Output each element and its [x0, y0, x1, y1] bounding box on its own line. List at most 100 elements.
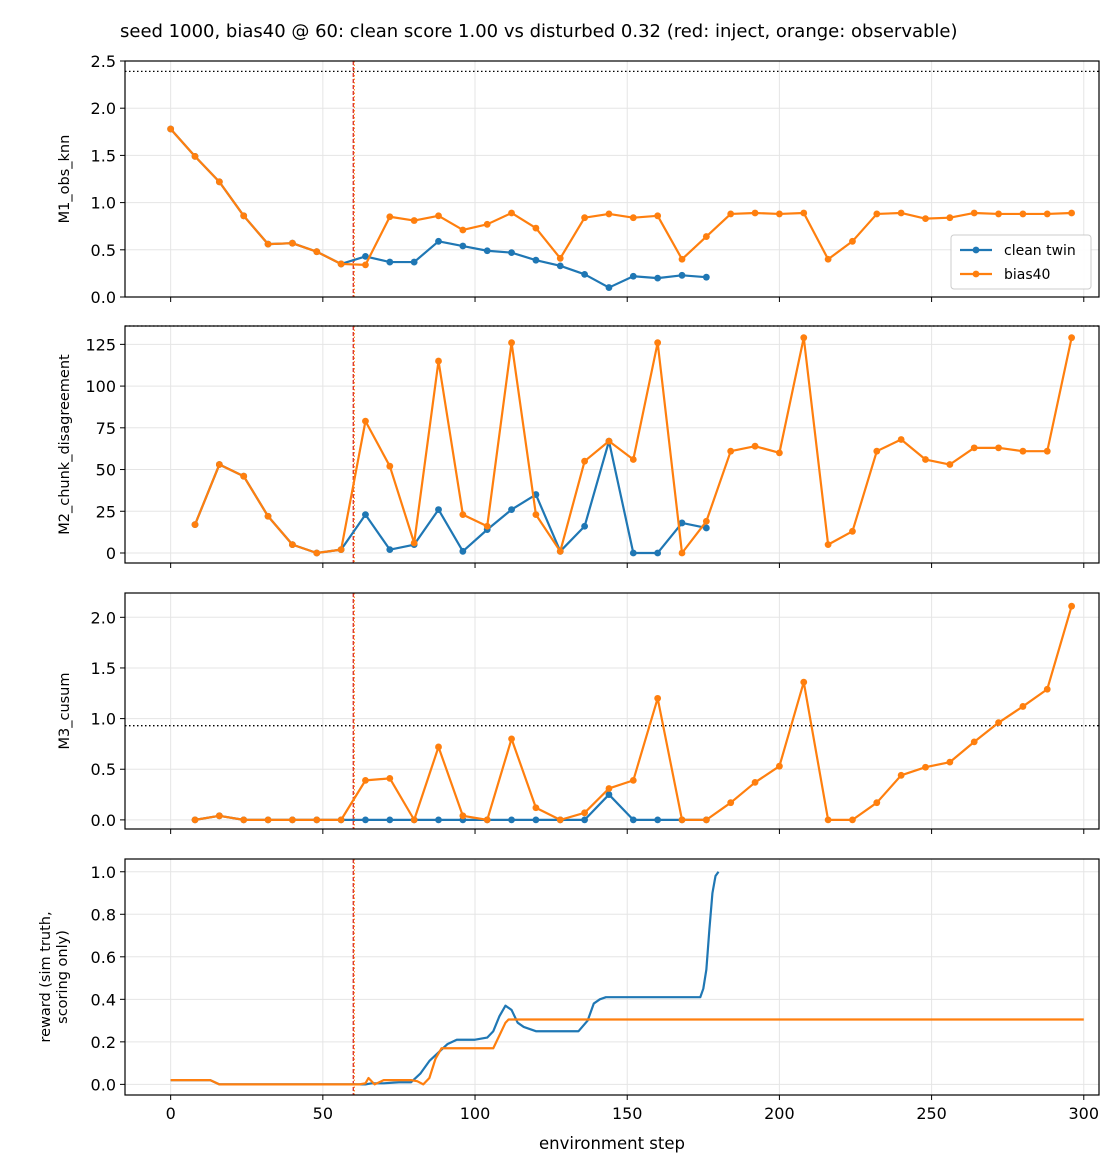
- legend-swatch-marker: [972, 270, 980, 278]
- plot-frame: [124, 60, 1100, 298]
- y-tick-label: 50: [96, 461, 116, 480]
- data-point: [435, 212, 442, 220]
- figure-title: seed 1000, bias40 @ 60: clean score 1.00…: [120, 21, 958, 42]
- data-point: [946, 214, 954, 222]
- data-point: [922, 215, 929, 223]
- plot-frame: [124, 592, 1100, 830]
- series-group: [167, 125, 1076, 291]
- y-tick-label: 0.0: [91, 811, 116, 830]
- data-point: [459, 242, 467, 250]
- data-point: [386, 774, 394, 782]
- data-point: [410, 539, 418, 547]
- data-point: [313, 248, 321, 256]
- data-point: [849, 527, 856, 535]
- x-tick-label: 50: [313, 1104, 333, 1123]
- data-point: [678, 816, 686, 824]
- data-point: [508, 209, 515, 217]
- data-point: [824, 255, 832, 263]
- data-point: [946, 461, 954, 468]
- data-point: [362, 253, 369, 260]
- data-point: [386, 816, 394, 824]
- data-point: [191, 521, 199, 529]
- data-point: [483, 220, 491, 228]
- data-point: [702, 233, 710, 240]
- data-point: [897, 436, 905, 443]
- data-point: [215, 461, 223, 468]
- data-point: [532, 511, 540, 518]
- y-tick-label: 25: [96, 502, 116, 521]
- data-point: [483, 816, 491, 824]
- data-point: [556, 816, 564, 824]
- data-point: [532, 804, 540, 812]
- data-point: [922, 763, 929, 771]
- data-point: [678, 271, 686, 279]
- data-point: [995, 210, 1002, 218]
- data-point: [337, 260, 345, 268]
- data-point: [800, 334, 808, 342]
- y-tick-label: 1.0: [91, 710, 116, 729]
- data-point: [946, 758, 954, 766]
- data-point: [654, 816, 662, 824]
- data-point: [459, 226, 467, 234]
- data-point: [386, 546, 394, 554]
- data-point: [751, 442, 759, 450]
- data-point: [873, 447, 881, 455]
- data-point: [215, 178, 223, 186]
- panel-2: 0 25 50 75 100 125 M2_chunk_disagreement: [57, 325, 1100, 568]
- data-point: [410, 816, 418, 824]
- data-point: [532, 816, 540, 824]
- data-point: [824, 816, 832, 824]
- data-point: [556, 254, 564, 262]
- panel-4: 0 50 100 150 200 250 300 0.0 0.2 0.4 0.6 0.8 1.0 rewa…: [38, 858, 1100, 1123]
- data-point: [654, 549, 662, 557]
- y-tick-label: 0.4: [91, 990, 116, 1009]
- data-point: [435, 357, 442, 365]
- data-point: [289, 541, 296, 549]
- y-tick-label: 0: [106, 544, 116, 563]
- data-point: [556, 262, 564, 270]
- data-point: [824, 541, 832, 549]
- data-point: [629, 456, 637, 463]
- data-point: [873, 210, 881, 218]
- data-point: [897, 771, 905, 779]
- y-tick-label: 0.0: [91, 288, 116, 307]
- legend: clean twin bias40: [950, 234, 1092, 290]
- data-point: [605, 437, 613, 445]
- data-point: [191, 816, 199, 824]
- x-tick-label: 100: [460, 1104, 491, 1123]
- data-point: [362, 816, 369, 824]
- y-tick-label: 75: [96, 419, 116, 438]
- y-tick-label: 0.5: [91, 241, 116, 260]
- data-point: [362, 511, 369, 518]
- x-tick-label: 150: [612, 1104, 643, 1123]
- data-point: [386, 462, 394, 470]
- data-point: [240, 472, 248, 480]
- data-point: [581, 270, 589, 278]
- data-point: [605, 210, 613, 218]
- data-point: [727, 799, 735, 807]
- y-tick-label: 2.0: [91, 608, 116, 627]
- data-point: [995, 719, 1002, 727]
- y-axis-label: M2_chunk_disagreement: [57, 354, 73, 535]
- data-point: [922, 456, 929, 463]
- y-tick-label: 2.5: [91, 52, 116, 71]
- data-point: [702, 517, 710, 525]
- y-tick-label: 0.6: [91, 948, 116, 967]
- data-point: [629, 214, 637, 222]
- series-line-clean-twin: [194, 793, 707, 821]
- data-point: [337, 546, 345, 554]
- data-point: [289, 816, 296, 824]
- data-point: [264, 512, 272, 520]
- data-point: [435, 506, 442, 513]
- data-point: [313, 816, 321, 824]
- series-line-bias40: [194, 605, 1073, 821]
- data-point: [605, 284, 613, 291]
- data-point: [897, 209, 905, 217]
- data-point: [581, 522, 589, 530]
- data-point: [654, 212, 662, 220]
- data-point: [508, 816, 515, 824]
- data-point: [508, 735, 515, 743]
- y-tick-label: 0.8: [91, 905, 116, 924]
